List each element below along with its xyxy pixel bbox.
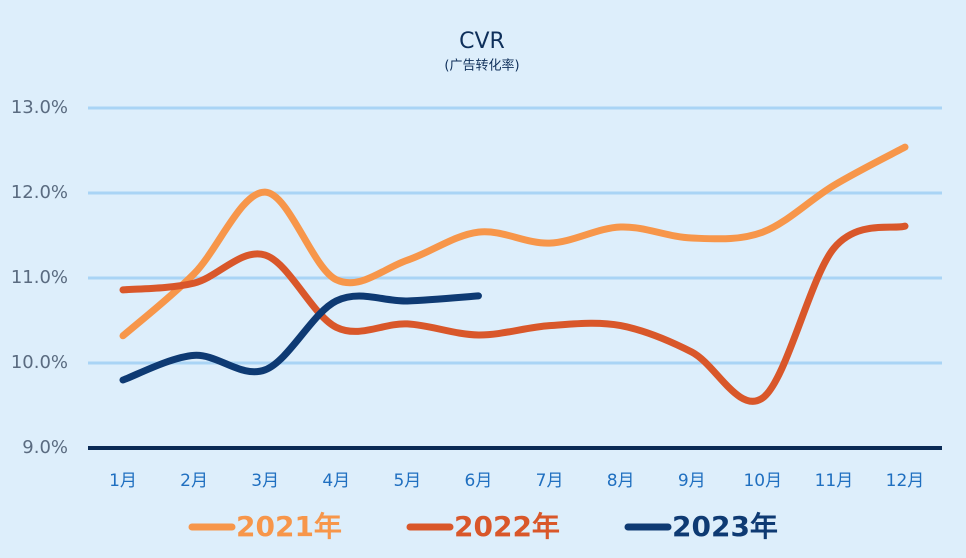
x-tick-label: 11月 bbox=[815, 471, 854, 491]
chart-subtitle: (广告转化率) bbox=[444, 58, 519, 74]
y-tick-label: 9.0% bbox=[22, 437, 68, 458]
x-tick-label: 2月 bbox=[180, 471, 208, 491]
x-tick-label: 10月 bbox=[743, 471, 782, 491]
chart-title: CVR bbox=[459, 29, 505, 54]
x-tick-label: 9月 bbox=[678, 471, 706, 491]
x-tick-label: 7月 bbox=[536, 471, 564, 491]
series-line bbox=[119, 143, 909, 340]
series-line bbox=[119, 222, 909, 405]
x-tick-label: 8月 bbox=[607, 471, 635, 491]
x-tick-label: 4月 bbox=[322, 471, 350, 491]
legend-label: 2022年 bbox=[454, 510, 560, 543]
legend-label: 2021年 bbox=[236, 510, 342, 543]
x-tick-label: 1月 bbox=[109, 471, 137, 491]
x-tick-label: 12月 bbox=[886, 471, 925, 491]
series-line bbox=[119, 292, 482, 384]
y-tick-label: 10.0% bbox=[11, 352, 68, 373]
y-tick-label: 11.0% bbox=[11, 267, 68, 288]
x-tick-label: 6月 bbox=[465, 471, 493, 491]
legend-label: 2023年 bbox=[672, 510, 778, 543]
x-tick-label: 3月 bbox=[251, 471, 279, 491]
y-tick-label: 13.0% bbox=[11, 97, 68, 118]
x-tick-label: 5月 bbox=[393, 471, 421, 491]
y-tick-label: 12.0% bbox=[11, 182, 68, 203]
